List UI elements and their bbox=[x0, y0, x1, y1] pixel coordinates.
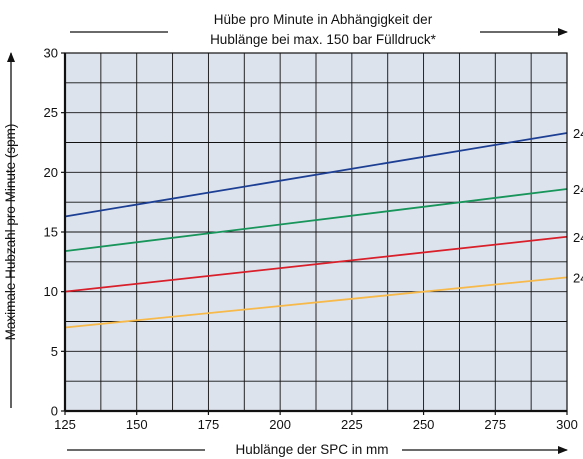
series-line-1 bbox=[64, 132, 568, 218]
series-label-3: 24 bbox=[573, 230, 583, 245]
series-lines: 24 24 24 24 bbox=[64, 126, 583, 329]
tick-labels: 125 150 175 200 225 250 275 300 0 5 10 15 20 25 30 bbox=[44, 46, 578, 433]
y-tick-label: 30 bbox=[44, 46, 58, 61]
x-tick-label: 125 bbox=[54, 417, 76, 432]
y-tick-label: 10 bbox=[44, 284, 58, 299]
x-tick-label: 275 bbox=[484, 417, 506, 432]
series-label-4: 24 bbox=[573, 270, 583, 285]
x-tick-label: 300 bbox=[556, 417, 578, 432]
y-tick-label: 20 bbox=[44, 165, 58, 180]
grid bbox=[65, 53, 567, 411]
series-line-3 bbox=[64, 235, 568, 293]
y-tick-label: 15 bbox=[44, 225, 58, 240]
y-tick-label: 5 bbox=[51, 344, 58, 359]
x-tick-label: 225 bbox=[341, 417, 363, 432]
x-axis-label: Hublänge der SPC in mm bbox=[235, 442, 388, 457]
x-tick-label: 250 bbox=[413, 417, 435, 432]
chart-title-line2: Hublänge bei max. 150 bar Fülldruck* bbox=[210, 32, 437, 47]
y-tick-label: 0 bbox=[51, 404, 58, 419]
series-line-2 bbox=[64, 188, 568, 252]
y-tick-label: 25 bbox=[44, 105, 58, 120]
x-tick-label: 150 bbox=[126, 417, 148, 432]
series-label-1: 24 bbox=[573, 126, 583, 141]
series-label-2: 24 bbox=[573, 182, 583, 197]
x-tick-label: 175 bbox=[198, 417, 220, 432]
series-line-4 bbox=[64, 276, 568, 329]
x-tick-label: 200 bbox=[269, 417, 291, 432]
chart-title-line1: Hübe pro Minute in Abhängigkeit der bbox=[214, 12, 433, 27]
